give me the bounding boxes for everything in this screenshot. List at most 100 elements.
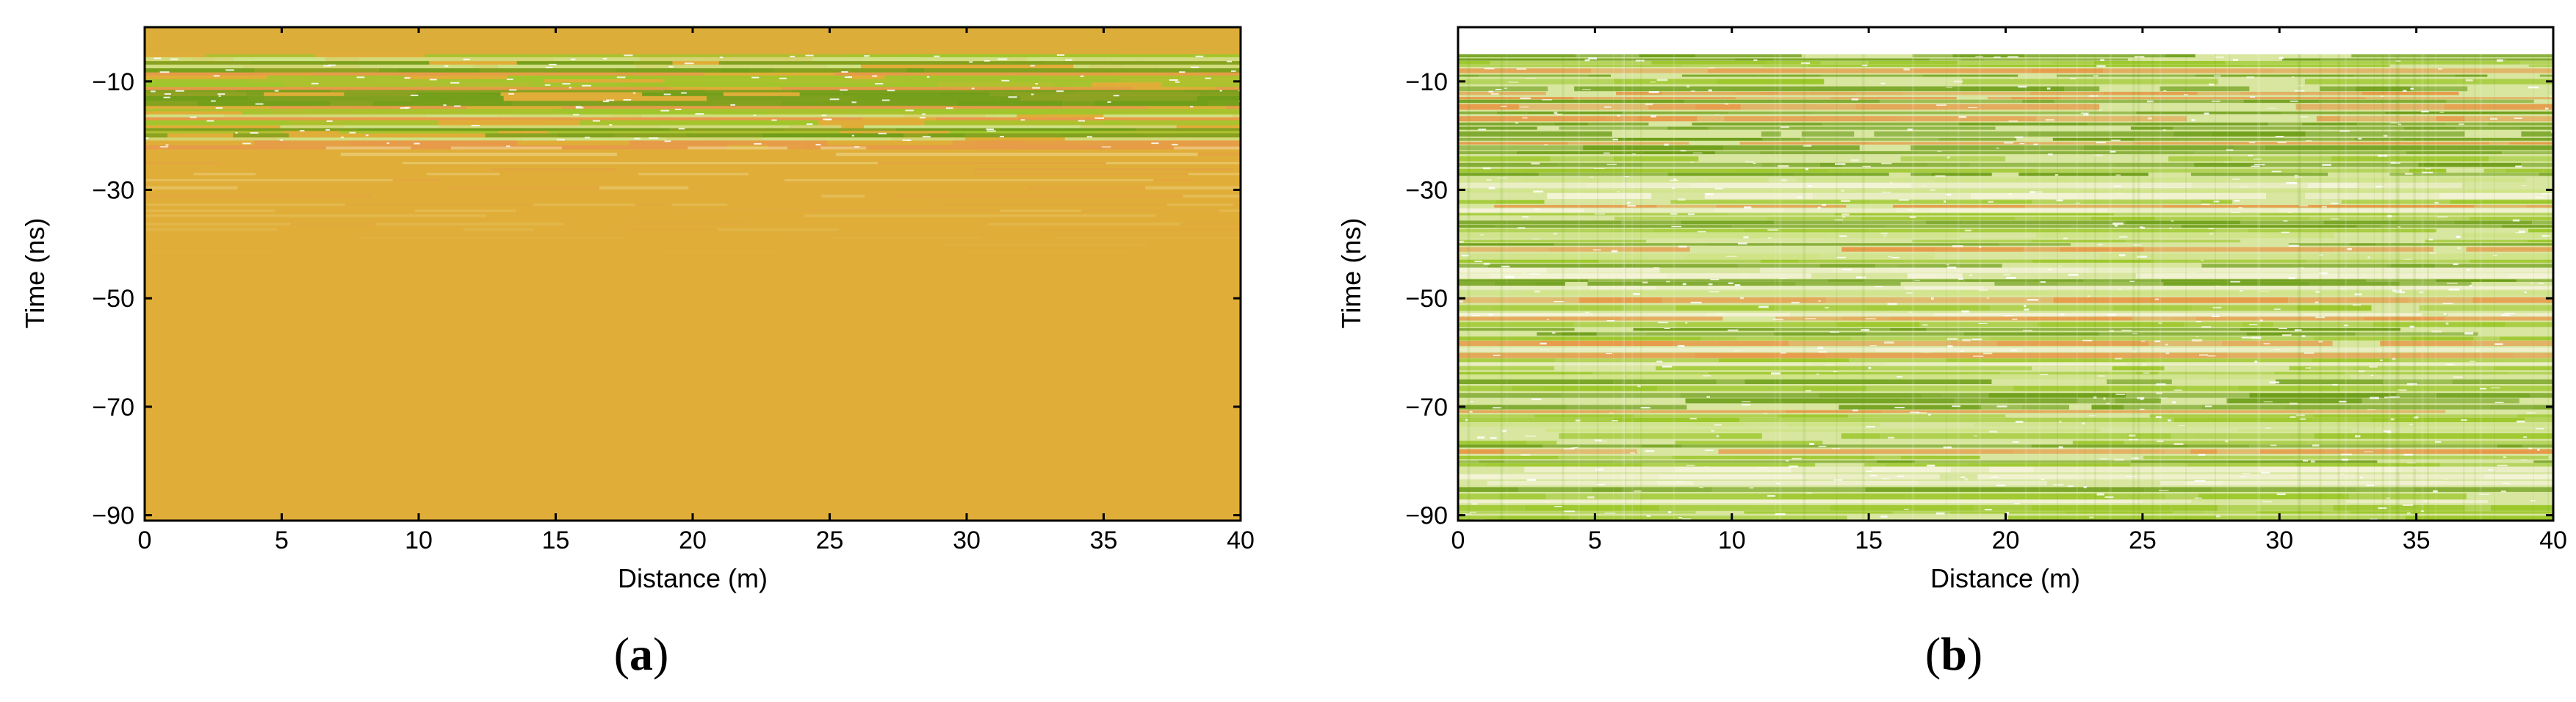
reflection-speckle	[2456, 236, 2461, 238]
y-tick-label: −10	[1405, 68, 1448, 96]
fading-band	[954, 162, 1106, 164]
reflection-speckle	[1667, 511, 1672, 513]
reflection-band	[1579, 267, 1660, 273]
reflection-speckle	[1505, 275, 1515, 278]
reflection-band	[999, 95, 1021, 101]
reflection-speckle	[2165, 352, 2170, 355]
reflection-band	[2021, 405, 2069, 410]
reflection-band	[1129, 90, 1185, 93]
reflection-band	[1740, 104, 1856, 110]
reflection-band	[2469, 217, 2553, 220]
reflection-speckle	[2549, 95, 2553, 98]
reflection-speckle	[1151, 142, 1159, 145]
reflection-band	[2031, 68, 2104, 73]
reflection-speckle	[1947, 267, 1957, 269]
fading-band	[1000, 209, 1081, 212]
fading-band	[717, 228, 839, 232]
reflection-band	[1458, 156, 1551, 162]
reflection-band	[1576, 54, 1639, 58]
reflection-speckle	[2378, 507, 2387, 510]
reflection-band	[1898, 264, 2002, 268]
reflection-band	[2509, 487, 2553, 492]
reflection-band	[2366, 279, 2436, 282]
reflection-band	[280, 125, 343, 129]
reflection-band	[2415, 189, 2447, 193]
reflection-band	[1063, 106, 1148, 109]
reflection-band	[1458, 366, 1554, 371]
reflection-band	[1458, 267, 1547, 273]
reflection-speckle	[1554, 506, 1562, 507]
fading-band	[820, 146, 867, 150]
reflection-band	[1912, 68, 2032, 73]
reflection-band	[467, 54, 530, 57]
reflection-band	[2311, 168, 2409, 173]
reflection-band	[2249, 393, 2397, 398]
trace-streak	[2381, 54, 2384, 521]
reflection-band	[1542, 444, 1642, 448]
reflection-band	[1870, 200, 1982, 204]
trace-streak	[2137, 54, 2140, 521]
reflection-band	[2194, 433, 2290, 439]
reflection-band	[2223, 481, 2389, 485]
reflection-speckle	[2295, 176, 2302, 178]
reflection-band	[510, 87, 569, 90]
reflection-band	[1954, 156, 2005, 162]
reflection-band	[1772, 366, 1844, 371]
reflection-speckle	[1529, 273, 1540, 275]
reflection-band	[2060, 228, 2215, 233]
reflection-band	[2447, 313, 2527, 316]
reflection-speckle	[1522, 216, 1529, 218]
reflection-band	[145, 87, 246, 90]
reflection-speckle	[663, 93, 671, 95]
reflection-speckle	[2207, 355, 2216, 357]
reflection-band	[270, 106, 288, 109]
fading-band	[562, 146, 688, 150]
reflection-band	[2077, 208, 2109, 213]
reflection-band	[1591, 68, 1708, 73]
reflection-band	[1797, 116, 1897, 122]
reflection-band	[2502, 151, 2553, 154]
reflection-band	[1238, 117, 1241, 120]
reflection-speckle	[1000, 136, 1004, 137]
reflection-speckle	[1190, 106, 1194, 108]
reflection-band	[1458, 137, 1614, 141]
reflection-speckle	[1978, 322, 1988, 324]
reflection-band	[2307, 441, 2422, 445]
reflection-band	[1919, 481, 2048, 485]
reflection-speckle	[414, 142, 420, 145]
reflection-band	[2445, 122, 2488, 126]
reflection-band	[2118, 352, 2139, 358]
reflection-band	[2087, 122, 2135, 126]
reflection-band	[1637, 116, 1698, 122]
reflection-speckle	[1534, 209, 1540, 210]
reflection-band	[1829, 168, 1911, 173]
reflection-band	[2405, 515, 2553, 521]
reflection-speckle	[2212, 306, 2222, 308]
reflection-speckle	[2403, 453, 2413, 456]
reflection-speckle	[1592, 249, 1601, 251]
reflection-band	[587, 117, 639, 120]
reflection-band	[771, 79, 849, 83]
reflection-speckle	[2082, 422, 2085, 424]
reflection-band	[1682, 65, 1764, 67]
reflection-band	[920, 57, 1009, 62]
reflection-band	[2275, 515, 2406, 521]
reflection-band	[2494, 366, 2553, 371]
reflection-speckle	[1690, 90, 1695, 92]
reflection-band	[1961, 79, 2111, 84]
reflection-band	[1830, 97, 1861, 100]
reflection-band	[1644, 455, 1673, 460]
reflection-band	[2077, 192, 2220, 199]
fading-band	[358, 236, 569, 239]
reflection-band	[2173, 417, 2285, 422]
reflection-band	[1886, 363, 1959, 366]
reflection-speckle	[1195, 55, 1204, 57]
reflection-speckle	[1839, 235, 1847, 237]
reflection-speckle	[2248, 142, 2256, 144]
reflection-speckle	[1850, 159, 1859, 162]
reflection-band	[1800, 137, 1939, 141]
reflection-band	[1458, 455, 1559, 460]
reflection-band	[2436, 116, 2465, 122]
reflection-band	[1526, 111, 1623, 115]
reflection-speckle	[1865, 318, 1877, 319]
